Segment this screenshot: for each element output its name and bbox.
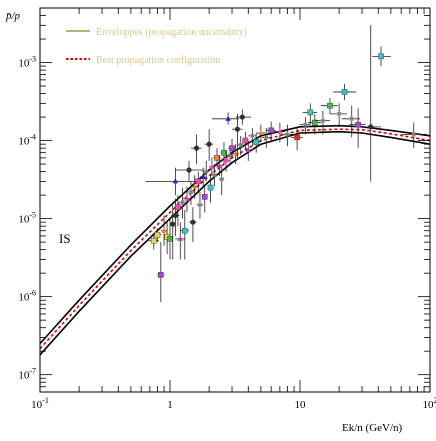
marker-square [295, 135, 300, 140]
marker-circle [173, 213, 178, 218]
marker-star [264, 135, 269, 140]
marker-circle [170, 222, 175, 227]
marker-star [204, 169, 209, 174]
marker-square [158, 272, 163, 277]
marker-square [155, 232, 160, 237]
marker-square [269, 128, 274, 133]
marker-square [202, 194, 207, 199]
marker-square [342, 89, 347, 94]
x-tick-label: 1 [167, 399, 173, 411]
x-axis-label: Ek/n (GeV/n) [342, 422, 403, 434]
marker-circle [194, 146, 199, 151]
marker-star [180, 200, 185, 205]
y-axis-label: p̄/p [5, 10, 21, 22]
marker-star [285, 132, 290, 137]
marker-square [175, 205, 180, 210]
marker-square [196, 179, 201, 184]
legend-label-best-config: Best propagation configuration [96, 55, 220, 66]
marker-circle [235, 127, 240, 132]
marker-circle [223, 158, 228, 163]
marker-circle [368, 124, 373, 129]
marker-circle [240, 114, 245, 119]
marker-star [411, 132, 416, 137]
marker-square [229, 146, 234, 151]
marker-star [349, 116, 354, 121]
x-tick-label: 10 [295, 399, 307, 411]
marker-star [188, 189, 193, 194]
marker-star [212, 173, 217, 178]
marker-square [167, 236, 172, 241]
marker-circle [190, 220, 195, 225]
marker-square [214, 155, 219, 160]
marker-square [151, 238, 156, 243]
marker-square [378, 54, 383, 59]
marker-square [254, 139, 259, 144]
marker-circle [207, 142, 212, 147]
marker-star [303, 122, 308, 127]
marker-circle [186, 167, 191, 172]
marker-square [356, 122, 361, 127]
marker-square [208, 185, 213, 190]
legend-label-envelopes: Enveloppes (propagation uncertainty) [96, 27, 247, 38]
marker-star [320, 118, 325, 123]
region-annotation: IS [59, 231, 71, 246]
marker-star [250, 133, 255, 138]
marker-square [308, 110, 313, 115]
marker-square [327, 103, 332, 108]
marker-square [243, 138, 248, 143]
marker-square [182, 228, 187, 233]
